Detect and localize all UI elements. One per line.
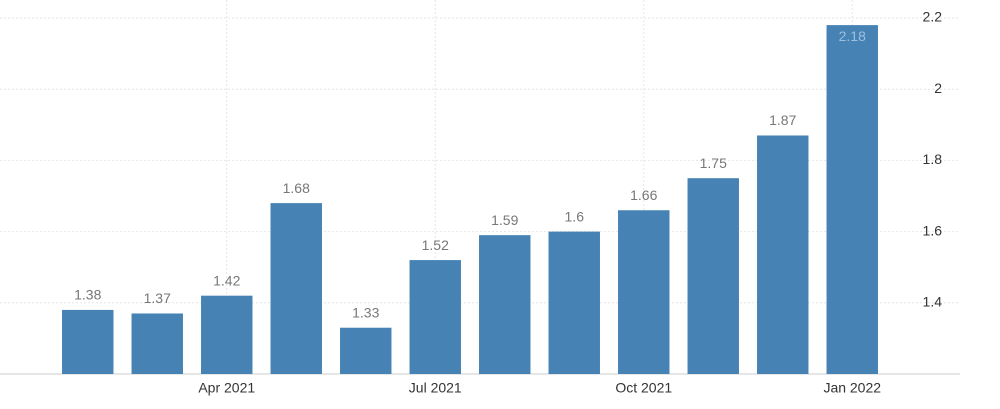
value-label: 1.38 xyxy=(74,287,101,303)
bar xyxy=(687,178,739,374)
x-tick-label: Oct 2021 xyxy=(615,380,672,396)
value-label: 2.18 xyxy=(839,28,866,44)
bar xyxy=(826,25,878,375)
value-label: 1.52 xyxy=(422,237,449,253)
value-label: 1.68 xyxy=(283,180,310,196)
bar xyxy=(270,203,322,374)
y-tick-label: 1.6 xyxy=(923,222,943,238)
y-tick-label: 1.8 xyxy=(923,151,943,167)
bar xyxy=(757,135,809,374)
value-label: 1.6 xyxy=(565,208,585,224)
y-tick-label: 2.2 xyxy=(923,9,943,25)
value-label: 1.66 xyxy=(630,187,657,203)
x-tick-label: Jul 2021 xyxy=(409,380,462,396)
bar xyxy=(62,309,114,374)
bar xyxy=(618,210,670,374)
value-label: 1.59 xyxy=(491,212,518,228)
bar xyxy=(548,231,600,374)
bar xyxy=(340,327,392,374)
x-tick-label: Apr 2021 xyxy=(198,380,255,396)
value-label: 1.75 xyxy=(700,155,727,171)
y-tick-label: 1.4 xyxy=(923,294,943,310)
value-label: 1.87 xyxy=(769,112,796,128)
bar xyxy=(409,260,461,374)
bar xyxy=(201,295,253,374)
value-label: 1.33 xyxy=(352,304,379,320)
value-label: 1.37 xyxy=(144,290,171,306)
bar xyxy=(131,313,183,374)
bar xyxy=(479,235,531,374)
x-tick-label: Jan 2022 xyxy=(823,380,881,396)
value-label: 1.42 xyxy=(213,272,240,288)
y-tick-label: 2 xyxy=(934,80,942,96)
